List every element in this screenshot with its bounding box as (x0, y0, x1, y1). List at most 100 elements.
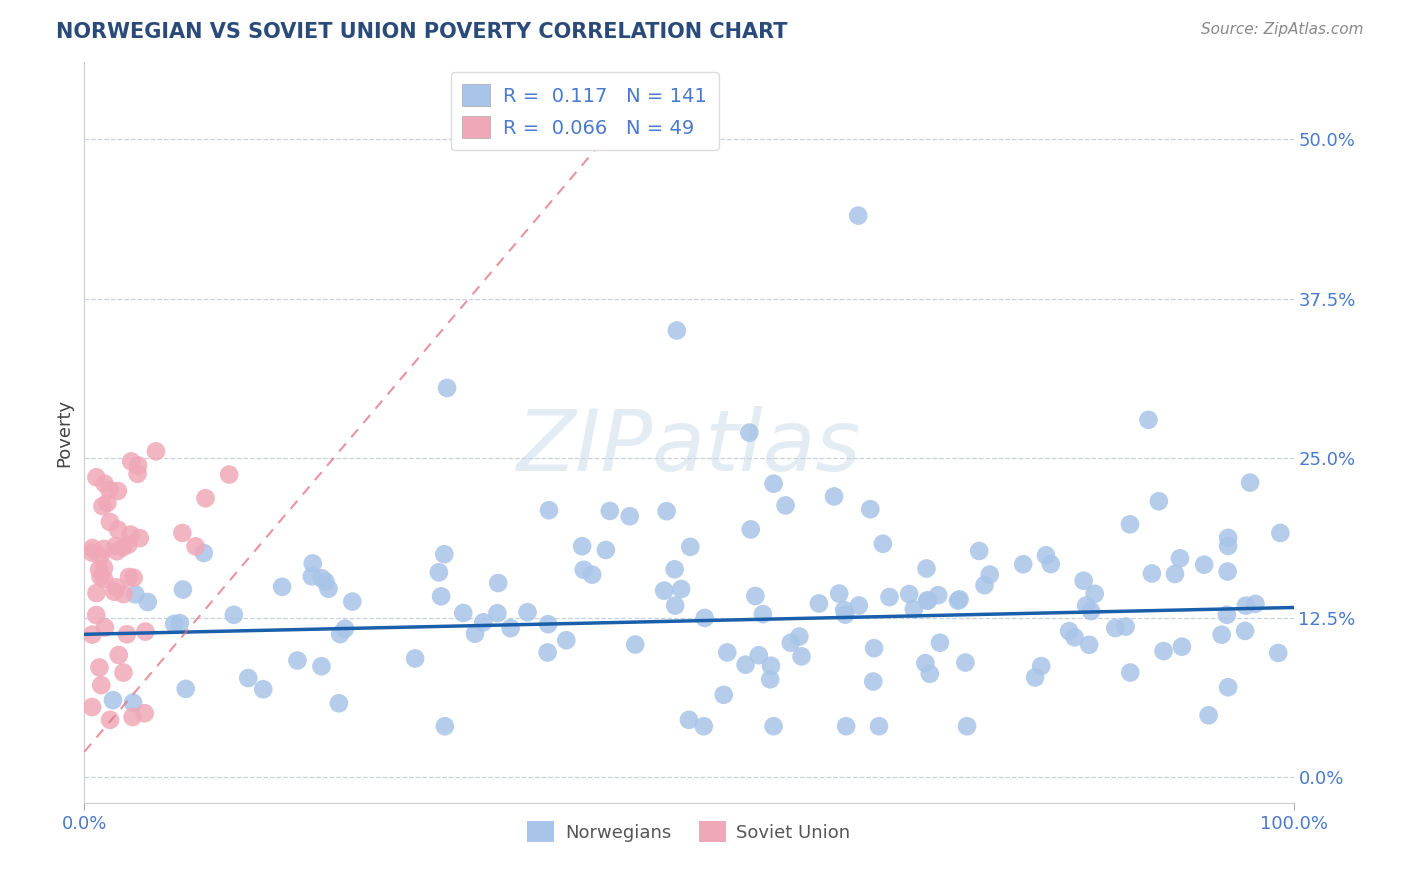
Point (669, 582, 692, 596)
Point (194, 491, 217, 506)
Point (115, 627, 138, 641)
Point (740, 523, 762, 537)
Point (571, 539, 593, 553)
Point (903, 602, 925, 616)
Point (107, 523, 129, 537)
Point (80, 545, 103, 559)
Point (744, 589, 766, 603)
Point (537, 503, 560, 517)
Point (1031, 659, 1053, 673)
Point (436, 381, 458, 395)
Point (136, 595, 159, 609)
Point (917, 593, 939, 607)
Point (678, 713, 700, 727)
Point (759, 673, 782, 687)
Point (828, 586, 851, 600)
Point (328, 696, 350, 710)
Text: ZIPatlas: ZIPatlas (517, 406, 860, 489)
Point (89, 660, 111, 674)
Point (679, 540, 702, 554)
Point (948, 592, 970, 607)
Point (122, 571, 145, 585)
Point (96, 496, 118, 510)
Point (955, 656, 977, 670)
Point (499, 621, 522, 635)
Point (863, 641, 886, 656)
Point (599, 504, 621, 518)
Point (929, 636, 952, 650)
Point (516, 605, 538, 619)
Point (118, 570, 141, 584)
Point (713, 688, 735, 702)
Point (572, 563, 595, 577)
Point (311, 659, 333, 673)
Point (82, 541, 104, 555)
Point (762, 476, 785, 491)
Point (193, 546, 215, 560)
Point (1168, 551, 1191, 566)
Point (595, 543, 617, 558)
Point (1063, 630, 1085, 644)
Point (624, 638, 647, 652)
Point (86, 586, 108, 600)
Point (664, 562, 686, 576)
Point (80, 700, 103, 714)
Point (832, 603, 855, 617)
Point (107, 648, 129, 662)
Point (834, 607, 856, 622)
Point (333, 622, 356, 636)
Point (748, 648, 770, 663)
Point (664, 599, 686, 613)
Point (555, 633, 578, 648)
Point (94, 620, 117, 634)
Point (430, 589, 453, 603)
Point (105, 544, 128, 558)
Point (752, 607, 775, 621)
Point (1104, 621, 1126, 635)
Point (1270, 525, 1292, 540)
Point (823, 490, 845, 504)
Point (862, 674, 884, 689)
Point (1137, 413, 1160, 427)
Point (1078, 638, 1101, 652)
Point (120, 454, 142, 468)
Point (98, 515, 121, 529)
Text: Source: ZipAtlas.com: Source: ZipAtlas.com (1201, 22, 1364, 37)
Point (693, 611, 716, 625)
Point (252, 682, 274, 697)
Point (915, 561, 938, 575)
Point (218, 467, 240, 482)
Point (172, 525, 194, 540)
Point (1074, 599, 1097, 613)
Point (581, 567, 603, 582)
Point (738, 425, 761, 440)
Point (652, 583, 675, 598)
Y-axis label: Poverty: Poverty (55, 399, 73, 467)
Point (87, 562, 110, 576)
Point (655, 504, 678, 518)
Point (979, 567, 1001, 582)
Point (86, 470, 108, 484)
Point (1080, 604, 1102, 618)
Point (536, 645, 558, 659)
Point (112, 665, 135, 680)
Point (1153, 644, 1175, 658)
Point (859, 502, 882, 516)
Point (301, 557, 323, 571)
Point (1140, 566, 1163, 581)
Point (790, 649, 813, 664)
Point (464, 626, 486, 640)
Point (734, 657, 756, 672)
Point (537, 617, 560, 632)
Point (93, 476, 115, 491)
Point (1267, 646, 1289, 660)
Point (1119, 517, 1142, 532)
Point (311, 571, 333, 585)
Point (879, 590, 901, 604)
Point (872, 537, 894, 551)
Point (1216, 607, 1239, 622)
Point (868, 719, 890, 733)
Point (486, 606, 509, 620)
Point (271, 580, 294, 594)
Point (184, 540, 207, 554)
